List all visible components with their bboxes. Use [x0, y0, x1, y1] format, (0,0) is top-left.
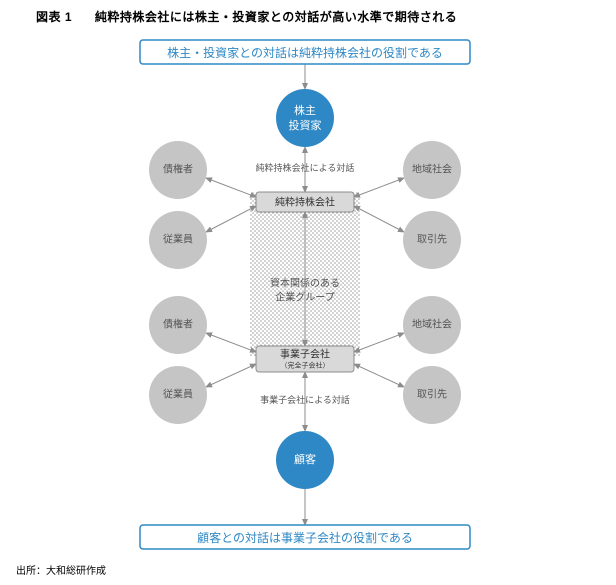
stakeholder-creditors1-label: 債権者 [163, 163, 193, 176]
shareholders-label-2: 投資家 [289, 118, 322, 132]
arrow-holding-to-community1 [354, 178, 404, 197]
stakeholder-community2-label: 地域社会 [412, 318, 452, 331]
stakeholder-partners2-label: 取引先 [417, 389, 447, 401]
shareholders-circle [276, 89, 334, 147]
banner-top-text: 株主・投資家との対話は純粋持株会社の役割である [167, 45, 443, 60]
arrow-subsidiary-to-employees2 [206, 364, 256, 387]
shareholders-label-1: 株主 [294, 103, 316, 117]
holding-company-label: 純粋持株会社 [275, 196, 335, 209]
stakeholder-employees2-label: 従業員 [163, 388, 193, 401]
subsidiary-label-1: 事業子会社 [280, 348, 330, 361]
stakeholder-creditors2-label: 債権者 [163, 318, 193, 331]
stakeholder-partners1-label: 取引先 [417, 234, 447, 246]
diagram-canvas: 資本関係のある企業グループ株主・投資家との対話は純粋持株会社の役割である顧客との… [0, 0, 616, 585]
banner-bottom-text: 顧客との対話は事業子会社の役割である [197, 530, 413, 545]
arrow-subsidiary-to-partners2 [354, 364, 404, 387]
stakeholder-employees1-label: 従業員 [163, 233, 193, 246]
arrow-subsidiary-to-community2 [354, 333, 404, 352]
stakeholder-community1-label: 地域社会 [412, 163, 452, 176]
subsidiary-label-2: （完全子会社） [281, 361, 330, 370]
arrow-holding-to-partners1 [354, 206, 404, 232]
arrow-holding-to-creditors1 [206, 178, 256, 197]
customers-label: 顧客 [294, 452, 316, 466]
holding-dialogue-caption: 純粋持株会社による対話 [256, 162, 355, 173]
arrow-holding-to-employees1 [206, 206, 256, 232]
subsidiary-dialogue-caption: 事業子会社による対話 [260, 394, 350, 405]
arrow-subsidiary-to-creditors2 [206, 333, 256, 352]
